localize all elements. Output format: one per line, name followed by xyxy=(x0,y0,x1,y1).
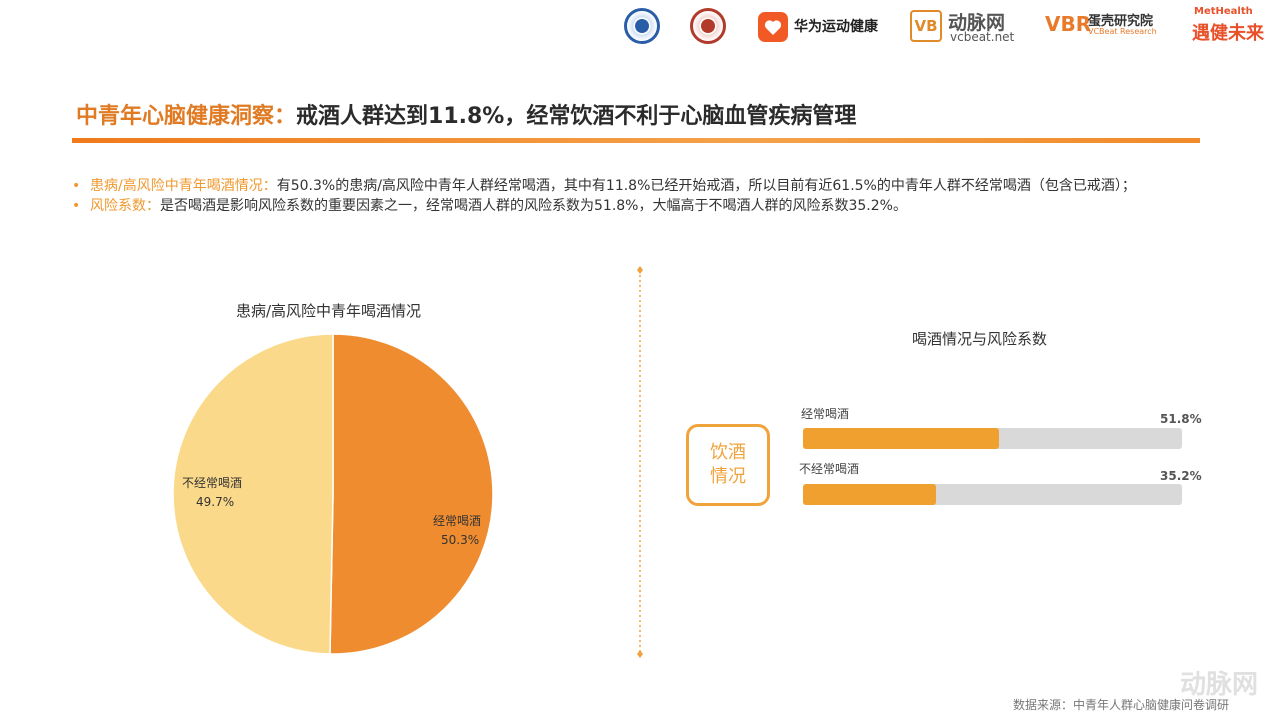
bar-label-infrequent: 不经常喝酒 xyxy=(799,462,860,476)
bar-value-frequent: 51.8% xyxy=(1160,412,1202,426)
bullet-dot-icon: • xyxy=(72,198,81,214)
bullet-dot-icon: • xyxy=(72,178,81,194)
pie-slice-value: 50.3% xyxy=(441,533,480,547)
vcbeat-cn: 动脉网 xyxy=(948,12,1006,34)
bar-fill-frequent xyxy=(803,428,1000,449)
pie-slice-1 xyxy=(172,333,334,655)
pie-label-infrequent: 不经常喝酒 49.7% xyxy=(182,474,242,509)
methealth-cn: 遇健未来 xyxy=(1192,23,1264,44)
partner-logos: 华为运动健康 VB 动脉网 vcbeat.net VBR 蛋壳研究院 VCBea… xyxy=(620,6,1270,46)
summary-bullets: • 患病/高风险中青年喝酒情况：有50.3%的患病/高风险中青年人群经常喝酒，其… xyxy=(70,176,1210,216)
vbr-mark: VBR xyxy=(1045,12,1092,36)
bullet-label: 风险系数： xyxy=(90,198,160,214)
drinking-badge: 饮酒 情况 xyxy=(686,424,770,506)
bullet-drinking: • 患病/高风险中青年喝酒情况：有50.3%的患病/高风险中青年人群经常喝酒，其… xyxy=(70,176,1210,196)
bar-fill-infrequent xyxy=(803,484,937,505)
bar-track-frequent xyxy=(803,428,1182,449)
page-title: 中青年心脑健康洞察：戒酒人群达到11.8%，经常饮酒不利于心脑血管疾病管理 xyxy=(76,98,856,130)
data-source: 数据来源：中青年人群心脑健康问卷调研 xyxy=(1013,698,1230,712)
pie-slice-label: 经常喝酒 xyxy=(433,514,482,528)
huawei-health-label: 华为运动健康 xyxy=(794,19,878,35)
page-title-highlight: 中青年心脑健康洞察： xyxy=(76,104,297,129)
huawei-health-logo xyxy=(758,12,788,42)
bullet-risk: • 风险系数：是否喝酒是影响风险系数的重要因素之一，经常喝酒人群的风险系数为51… xyxy=(70,196,1210,216)
title-underline xyxy=(72,138,1200,143)
pie-slice-value: 49.7% xyxy=(196,495,235,509)
panel-divider xyxy=(637,266,643,658)
association-seal-icon xyxy=(690,8,726,44)
vcbeat-logo: VB xyxy=(910,10,942,42)
bullet-label: 患病/高风险中青年喝酒情况： xyxy=(90,178,277,194)
methealth-en: MetHealth xyxy=(1194,6,1253,17)
bar-label-frequent: 经常喝酒 xyxy=(801,407,850,421)
pie-slice-0 xyxy=(329,333,494,655)
bullet-text: 是否喝酒是影响风险系数的重要因素之一，经常喝酒人群的风险系数为51.8%，大幅高… xyxy=(160,198,907,214)
badge-line1: 饮酒 xyxy=(710,442,746,463)
vcbeat-mark: VB xyxy=(914,17,938,35)
pie-slice-label: 不经常喝酒 xyxy=(182,476,243,490)
bullet-text: 有50.3%的患病/高风险中青年人群经常喝酒，其中有11.8%已经开始戒酒，所以… xyxy=(276,178,1136,194)
pie-chart-title: 患病/高风险中青年喝酒情况 xyxy=(236,302,422,320)
heart-icon xyxy=(764,20,782,35)
bar-chart-title: 喝酒情况与风险系数 xyxy=(912,330,1048,348)
vbr-en: VCBeat Research xyxy=(1088,27,1157,36)
bar-track-infrequent xyxy=(803,484,1182,505)
vbr-cn: 蛋壳研究院 xyxy=(1088,14,1154,29)
bar-value-infrequent: 35.2% xyxy=(1160,469,1202,483)
vcbeat-url: vcbeat.net xyxy=(950,30,1015,44)
page-title-rest: 戒酒人群达到11.8%，经常饮酒不利于心脑血管疾病管理 xyxy=(296,104,857,129)
badge-line2: 情况 xyxy=(710,466,746,487)
university-seal-icon xyxy=(624,8,660,44)
pie-label-frequent: 经常喝酒 50.3% xyxy=(433,512,481,547)
watermark: 动脉网 xyxy=(1180,670,1259,700)
